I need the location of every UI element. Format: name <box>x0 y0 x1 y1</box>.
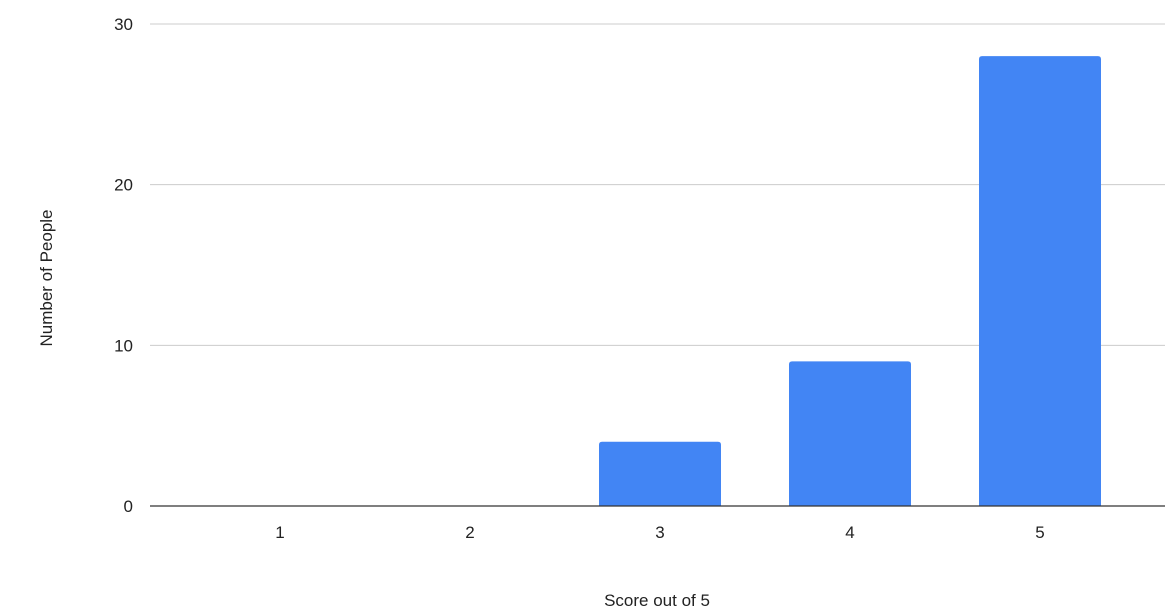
y-tick-label: 0 <box>124 497 133 516</box>
bar-3 <box>599 441 721 506</box>
y-axis-ticks: 0 10 20 30 <box>114 15 133 516</box>
x-tick-label: 2 <box>465 523 474 542</box>
x-tick-label: 1 <box>275 523 284 542</box>
x-tick-label: 5 <box>1035 523 1044 542</box>
bar-4 <box>789 361 911 506</box>
x-tick-label: 3 <box>655 523 664 542</box>
x-axis-title: Score out of 5 <box>604 591 710 607</box>
y-tick-label: 20 <box>114 176 133 195</box>
y-tick-label: 30 <box>114 15 133 34</box>
x-tick-label: 4 <box>845 523 854 542</box>
y-axis-title: Number of People <box>37 209 56 346</box>
bars <box>599 56 1101 507</box>
x-axis-ticks: 1 2 3 4 5 <box>275 523 1044 542</box>
y-tick-label: 10 <box>114 336 133 355</box>
bar-5 <box>979 56 1101 507</box>
